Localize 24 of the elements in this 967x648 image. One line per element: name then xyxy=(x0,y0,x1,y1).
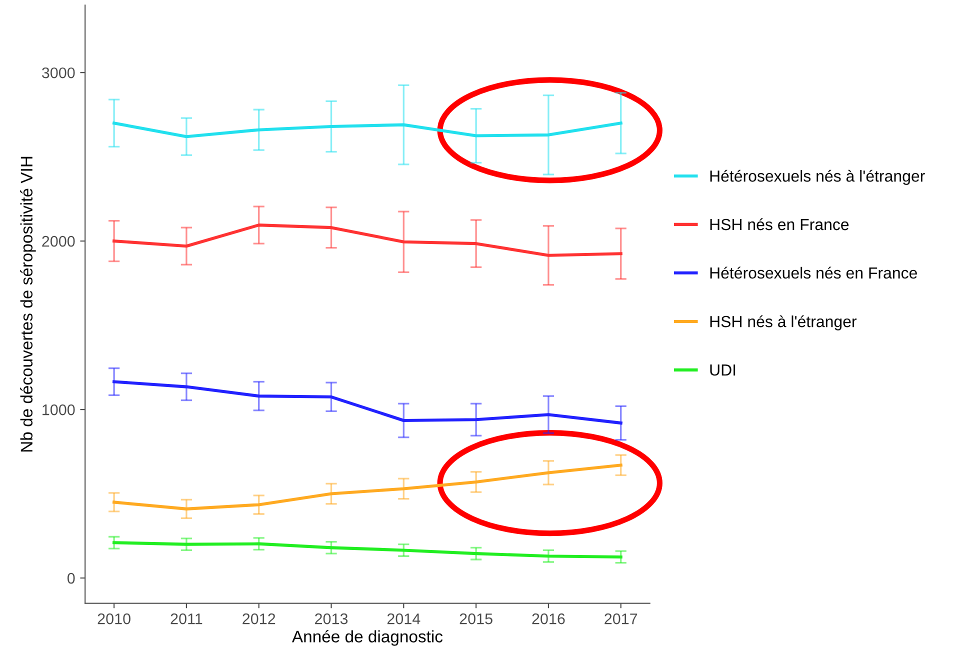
y-axis-title: Nb de découvertes de séropositivité VIH xyxy=(20,156,36,452)
y-tick-label: 0 xyxy=(67,572,75,584)
line-series xyxy=(112,380,622,425)
y-tick-label: 3000 xyxy=(42,67,75,78)
y-tick-label: 1000 xyxy=(42,404,75,416)
legend-label: HSH nés en France xyxy=(710,218,849,230)
legend-label: Hétérosexuels nés en France xyxy=(710,266,917,279)
line-series xyxy=(112,541,622,558)
x-tick-label: 2011 xyxy=(170,613,202,624)
x-tick-label: 2015 xyxy=(460,613,492,624)
y-tick-label: 2000 xyxy=(42,236,75,247)
x-tick-label: 2014 xyxy=(387,613,420,624)
line-series xyxy=(112,224,622,257)
x-tick-label: 2017 xyxy=(604,613,638,624)
legend-label: Hétérosexuels nés à l'étranger xyxy=(710,170,925,185)
x-tick-label: 2010 xyxy=(98,613,130,624)
line-series xyxy=(112,464,622,510)
x-tick-label: 2016 xyxy=(532,613,565,624)
legend-label: UDI xyxy=(710,364,736,376)
line-series xyxy=(112,122,622,138)
x-axis-title: Année de diagnostic xyxy=(292,630,443,646)
x-tick-label: 2013 xyxy=(315,613,348,624)
x-tick-label: 2012 xyxy=(242,613,276,624)
legend-label: HSH nés à l'étranger xyxy=(710,315,857,330)
